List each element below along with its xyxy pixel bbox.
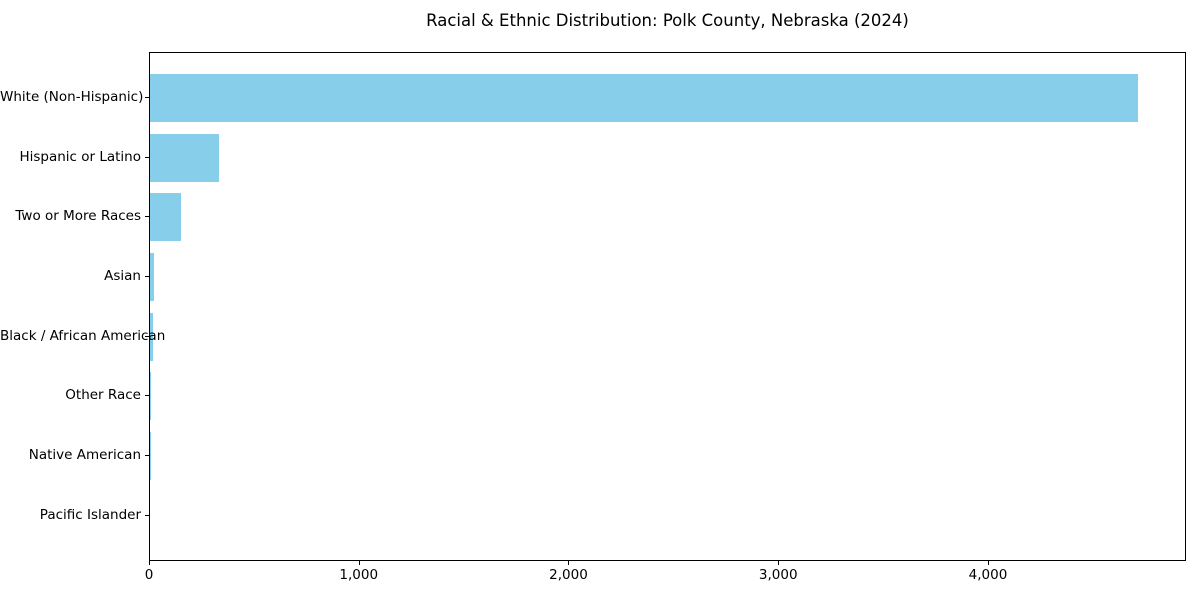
x-axis-tick	[987, 561, 989, 565]
x-axis-tick	[149, 561, 150, 565]
x-axis-tick	[358, 561, 360, 565]
bar	[150, 133, 220, 182]
x-axis-tick	[568, 561, 570, 565]
y-axis-label: Pacific Islander	[39, 506, 141, 523]
y-axis-label: Two or More Races	[15, 208, 141, 225]
y-axis-label: Hispanic or Latino	[19, 148, 141, 165]
y-axis-label: Other Race	[65, 387, 141, 404]
y-axis-tick	[145, 335, 149, 337]
bar	[150, 312, 154, 361]
bar	[150, 252, 154, 301]
bar	[150, 372, 151, 421]
chart-title: Racial & Ethnic Distribution: Polk Count…	[426, 11, 909, 30]
y-axis-tick	[145, 97, 149, 98]
x-axis-tick-label: 0	[144, 567, 154, 583]
x-axis-tick-label: 2,000	[549, 567, 588, 583]
x-axis-tick-label: 1,000	[339, 567, 379, 583]
y-axis-tick	[145, 454, 149, 456]
y-axis-label: White (Non-Hispanic)	[0, 89, 144, 105]
y-axis-label: Native American	[28, 446, 141, 463]
bar	[150, 431, 151, 480]
bar	[150, 74, 1138, 122]
y-axis-tick	[145, 156, 149, 158]
y-axis-tick	[145, 216, 149, 218]
y-axis-tick	[145, 514, 149, 516]
x-axis-tick-label: 4,000	[968, 567, 1008, 583]
x-axis-tick	[778, 561, 780, 565]
bar	[150, 193, 182, 242]
y-axis-tick	[145, 395, 149, 397]
y-axis-tick	[145, 275, 149, 277]
x-axis-tick-label: 3,000	[758, 567, 798, 583]
y-axis-label: Asian	[104, 267, 141, 284]
plot-area	[149, 52, 1186, 561]
y-axis-label: Black / African American	[0, 327, 166, 344]
